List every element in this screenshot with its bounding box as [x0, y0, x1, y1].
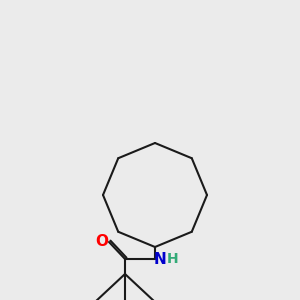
Text: O: O [95, 233, 109, 248]
Text: H: H [167, 252, 179, 266]
Text: N: N [154, 251, 166, 266]
